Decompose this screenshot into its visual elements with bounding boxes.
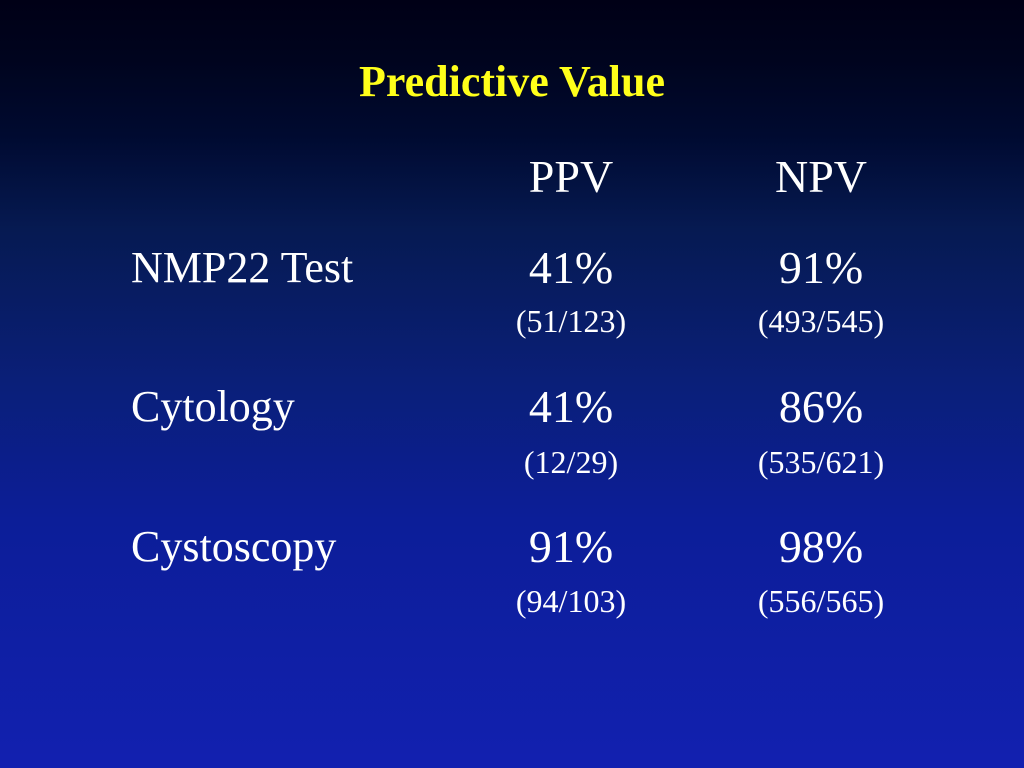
npv-fraction-cystoscopy: (556/565) (757, 583, 885, 619)
ppv-fraction-nmp22-test: (51/123) (515, 303, 627, 339)
row-label-cytology: Cytology (131, 382, 295, 431)
row-label-nmp22-test: NMP22 Test (131, 243, 354, 292)
slide-title: Predictive Value (359, 57, 665, 106)
ppv-fraction-cystoscopy: (94/103) (515, 583, 627, 619)
column-header-ppv: PPV (528, 151, 614, 202)
npv-percent-cytology: 86% (778, 381, 864, 432)
npv-percent-cystoscopy: 98% (778, 521, 864, 572)
ppv-percent-nmp22-test: 41% (528, 242, 614, 293)
column-header-npv: NPV (774, 151, 868, 202)
npv-fraction-cytology: (535/621) (757, 444, 885, 480)
ppv-percent-cystoscopy: 91% (528, 521, 614, 572)
row-label-cystoscopy: Cystoscopy (131, 522, 337, 571)
ppv-percent-cytology: 41% (528, 381, 614, 432)
ppv-fraction-cytology: (12/29) (523, 444, 619, 480)
npv-fraction-nmp22-test: (493/545) (757, 303, 885, 339)
npv-percent-nmp22-test: 91% (778, 242, 864, 293)
